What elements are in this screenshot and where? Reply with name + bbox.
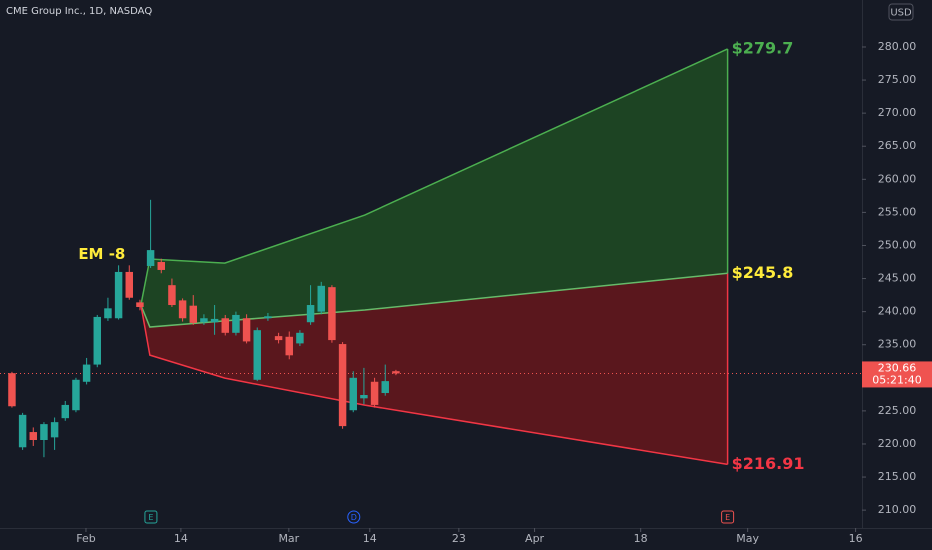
x-tick-label: 14 <box>174 532 188 545</box>
y-tick-label: 235.00 <box>878 338 917 351</box>
event-label: D <box>351 513 357 522</box>
candle-body <box>146 250 155 266</box>
x-tick-label: Apr <box>525 532 545 545</box>
candle-body <box>136 302 144 308</box>
candle-body <box>253 330 261 380</box>
y-tick-label: 245.00 <box>878 272 917 285</box>
candle-body <box>317 285 325 312</box>
y-tick-label: 265.00 <box>878 139 917 152</box>
cone-upper-line <box>140 48 728 306</box>
end-label: $245.8 <box>732 263 794 282</box>
y-tick-label: 280.00 <box>878 40 917 53</box>
candle-body <box>285 336 293 356</box>
y-tick-label: 215.00 <box>878 470 917 483</box>
event-marker <box>347 510 361 524</box>
candle-body <box>296 332 304 344</box>
x-tick-label: Mar <box>278 532 299 545</box>
x-tick-label: 16 <box>849 532 863 545</box>
cone-upper-fill <box>140 48 728 328</box>
annotation: EM -8 <box>78 245 125 263</box>
candle-body <box>114 271 123 319</box>
candle-body <box>232 314 240 333</box>
candle-body <box>200 318 208 323</box>
currency-badge <box>888 3 914 21</box>
y-tick-label: 210.00 <box>878 503 917 516</box>
candle-body <box>93 316 102 365</box>
x-tick-label: 14 <box>363 532 377 545</box>
y-tick-label: 250.00 <box>878 238 917 251</box>
y-tick-label: 240.00 <box>878 305 917 318</box>
candle-body <box>328 287 336 341</box>
candle-body <box>370 381 379 405</box>
y-tick-label: 220.00 <box>878 437 917 450</box>
candle-body <box>40 424 48 440</box>
candle-body <box>381 381 389 394</box>
candle-body <box>264 316 272 319</box>
candle-body <box>61 404 70 419</box>
candle-body <box>104 308 112 319</box>
candle-body <box>221 318 229 333</box>
y-tick-label: 275.00 <box>878 73 917 86</box>
y-tick-label: 225.00 <box>878 404 917 417</box>
last-price: 230.66 <box>878 361 917 374</box>
end-label: $279.7 <box>732 38 794 57</box>
candle-body <box>50 422 59 438</box>
cone-lower-line <box>140 304 728 466</box>
y-tick-label: 255.00 <box>878 205 917 218</box>
candle-body <box>210 318 219 323</box>
event-label: E <box>725 513 730 522</box>
candle-body <box>29 432 38 440</box>
candle-body <box>392 371 400 374</box>
last-price-badge <box>862 361 932 388</box>
candle-body <box>157 262 165 270</box>
x-tick-label: 18 <box>634 532 648 545</box>
candle-body <box>189 305 197 323</box>
event-label: E <box>148 513 153 522</box>
candle-body <box>82 364 91 382</box>
countdown: 05:21:40 <box>872 373 921 386</box>
x-tick-label: Feb <box>76 532 95 545</box>
candle-body <box>274 336 283 341</box>
event-marker <box>144 510 158 524</box>
candle-body <box>18 414 27 448</box>
candle-body <box>178 300 187 319</box>
candle-body <box>8 373 16 407</box>
candle-body <box>242 318 251 342</box>
candle-body <box>349 377 357 411</box>
x-tick-label: 23 <box>452 532 466 545</box>
candle-body <box>306 305 315 323</box>
candle-body <box>360 395 368 399</box>
candle-body <box>125 271 134 298</box>
y-tick-label: 260.00 <box>878 172 917 185</box>
candle-body <box>72 379 80 411</box>
currency: USD <box>890 8 912 19</box>
chart-title: CME Group Inc., 1D, NASDAQ <box>6 6 152 17</box>
candle-body <box>338 344 347 427</box>
y-tick-label: 270.00 <box>878 106 917 119</box>
end-label: $216.91 <box>732 454 805 473</box>
x-tick-label: May <box>736 532 759 545</box>
event-marker <box>721 510 735 524</box>
cone-lower-fill <box>140 273 728 465</box>
candle-body <box>168 285 176 306</box>
